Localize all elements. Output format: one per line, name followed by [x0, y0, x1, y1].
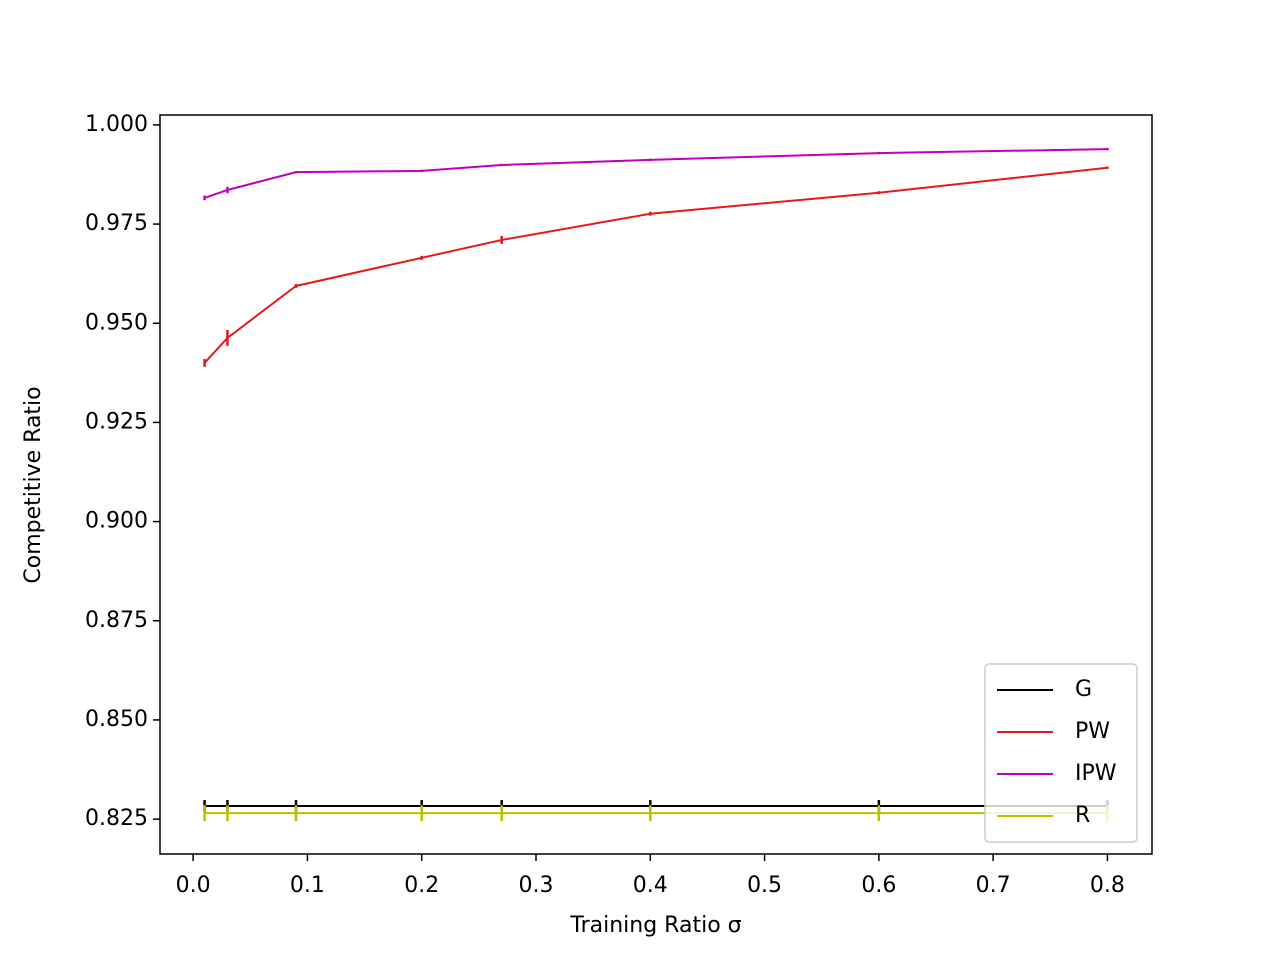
y-tick-label: 0.975 — [85, 211, 148, 236]
x-tick-label: 0.0 — [176, 873, 211, 898]
y-tick-label: 1.000 — [85, 112, 148, 137]
legend-label: G — [1075, 677, 1092, 702]
x-tick-label: 0.4 — [633, 873, 668, 898]
x-axis-label: Training Ratio σ — [569, 913, 741, 938]
x-tick-label: 0.8 — [1090, 873, 1125, 898]
series-line — [203, 166, 1108, 364]
x-tick-label: 0.7 — [976, 873, 1011, 898]
y-tick-label: 0.850 — [85, 707, 148, 732]
x-tick-label: 0.6 — [861, 873, 896, 898]
y-tick-label: 0.925 — [85, 409, 148, 434]
series-line — [204, 148, 1108, 199]
y-axis-label: Competitive Ratio — [21, 386, 46, 583]
legend-label: IPW — [1075, 761, 1117, 786]
y-tick-label: 0.900 — [85, 509, 148, 534]
y-tick-label: 0.825 — [85, 806, 148, 831]
x-tick-label: 0.3 — [519, 873, 554, 898]
legend-label: R — [1075, 803, 1090, 828]
legend-box — [984, 663, 1138, 843]
x-tick-label: 0.1 — [290, 873, 325, 898]
y-tick-label: 0.950 — [85, 310, 148, 335]
legend-label: PW — [1075, 719, 1110, 744]
x-tick-label: 0.5 — [747, 873, 782, 898]
x-tick-label: 0.2 — [404, 873, 439, 898]
y-tick-label: 0.875 — [85, 608, 148, 633]
plot-frame — [159, 114, 1153, 855]
